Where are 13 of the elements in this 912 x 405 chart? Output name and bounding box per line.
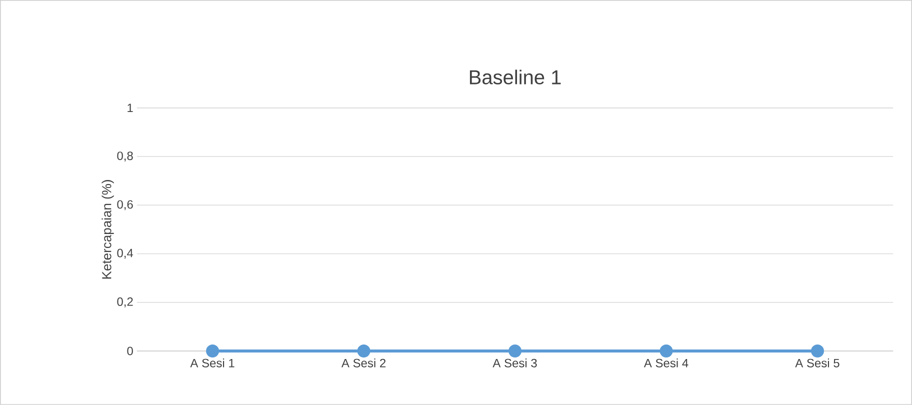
x-tick-label: A Sesi 1	[190, 358, 234, 368]
x-tick-label: A Sesi 5	[795, 358, 840, 368]
x-tick-label: A Sesi 4	[644, 358, 688, 368]
x-tick-label: A Sesi 3	[492, 358, 537, 368]
y-tick-label: 0,8	[117, 152, 133, 162]
x-tick-label: A Sesi 2	[341, 358, 386, 368]
chart-title: Baseline 1	[470, 70, 561, 84]
y-tick-label: 0,4	[117, 248, 134, 259]
y-tick-label: 0	[127, 346, 133, 356]
y-tick-label: 0,2	[117, 297, 133, 308]
y-axis-title: Ketercapaian (%)	[102, 180, 114, 279]
y-tick-label: 1	[128, 104, 133, 112]
y-tick-label: 0,6	[117, 200, 133, 210]
